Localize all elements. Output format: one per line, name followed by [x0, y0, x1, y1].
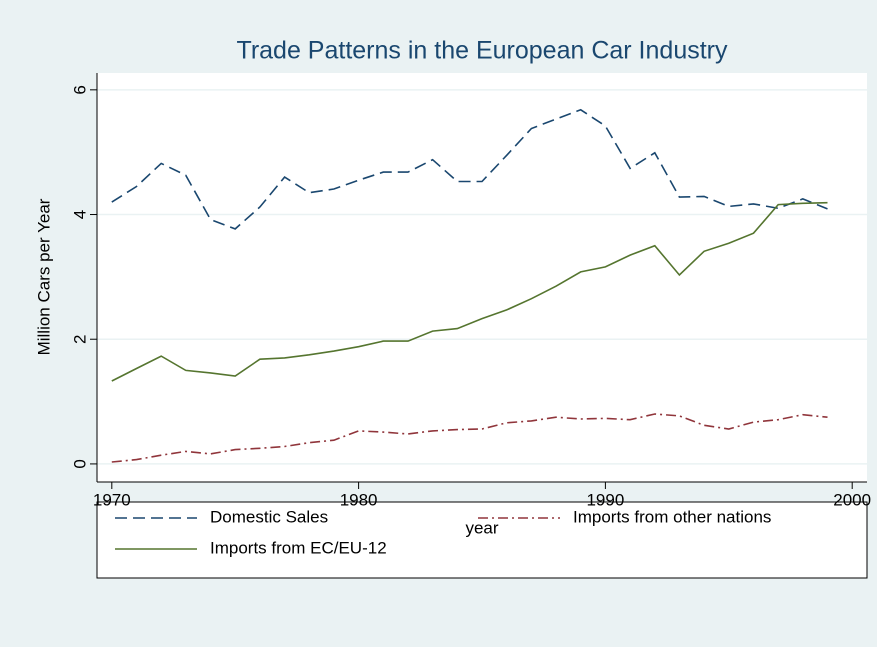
x-tick-label: 2000: [833, 490, 871, 509]
legend-label: Domestic Sales: [210, 507, 328, 526]
x-axis-label: year: [465, 518, 498, 537]
series-line: [111, 108, 828, 230]
y-tick-label: 2: [70, 334, 89, 343]
legend-label: Imports from other nations: [573, 507, 771, 526]
legend-box: [96, 501, 868, 579]
x-tick-label: 1970: [93, 490, 131, 509]
series-line: [111, 413, 828, 463]
x-tick-label: 1990: [586, 490, 624, 509]
x-tick-label: 1980: [340, 490, 378, 509]
y-axis-label: Million Cars per Year: [34, 198, 53, 355]
chart-title: Trade Patterns in the European Car Indus…: [236, 37, 728, 65]
y-tick-label: 6: [70, 85, 89, 94]
legend-label: Imports from EC/EU-12: [210, 538, 387, 557]
plot-area: [97, 73, 867, 482]
y-tick-label: 4: [70, 210, 89, 219]
y-tick-label: 0: [70, 459, 89, 468]
series-line: [111, 201, 828, 382]
